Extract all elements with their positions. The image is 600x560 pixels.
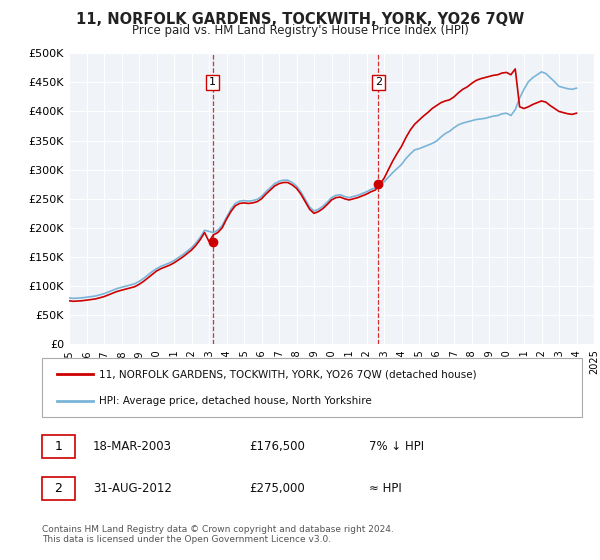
Text: ≈ HPI: ≈ HPI <box>369 482 402 495</box>
Text: £176,500: £176,500 <box>249 440 305 453</box>
Text: 2: 2 <box>55 482 62 495</box>
Text: 11, NORFOLK GARDENS, TOCKWITH, YORK, YO26 7QW (detached house): 11, NORFOLK GARDENS, TOCKWITH, YORK, YO2… <box>99 369 476 379</box>
Text: Price paid vs. HM Land Registry's House Price Index (HPI): Price paid vs. HM Land Registry's House … <box>131 24 469 36</box>
Text: HPI: Average price, detached house, North Yorkshire: HPI: Average price, detached house, Nort… <box>99 396 372 407</box>
Text: 1: 1 <box>209 77 216 87</box>
Text: Contains HM Land Registry data © Crown copyright and database right 2024.
This d: Contains HM Land Registry data © Crown c… <box>42 525 394 544</box>
Text: 1: 1 <box>55 440 62 453</box>
Text: 7% ↓ HPI: 7% ↓ HPI <box>369 440 424 453</box>
Text: 2: 2 <box>374 77 382 87</box>
Text: £275,000: £275,000 <box>249 482 305 495</box>
Text: 18-MAR-2003: 18-MAR-2003 <box>93 440 172 453</box>
Text: 31-AUG-2012: 31-AUG-2012 <box>93 482 172 495</box>
Text: 11, NORFOLK GARDENS, TOCKWITH, YORK, YO26 7QW: 11, NORFOLK GARDENS, TOCKWITH, YORK, YO2… <box>76 12 524 27</box>
